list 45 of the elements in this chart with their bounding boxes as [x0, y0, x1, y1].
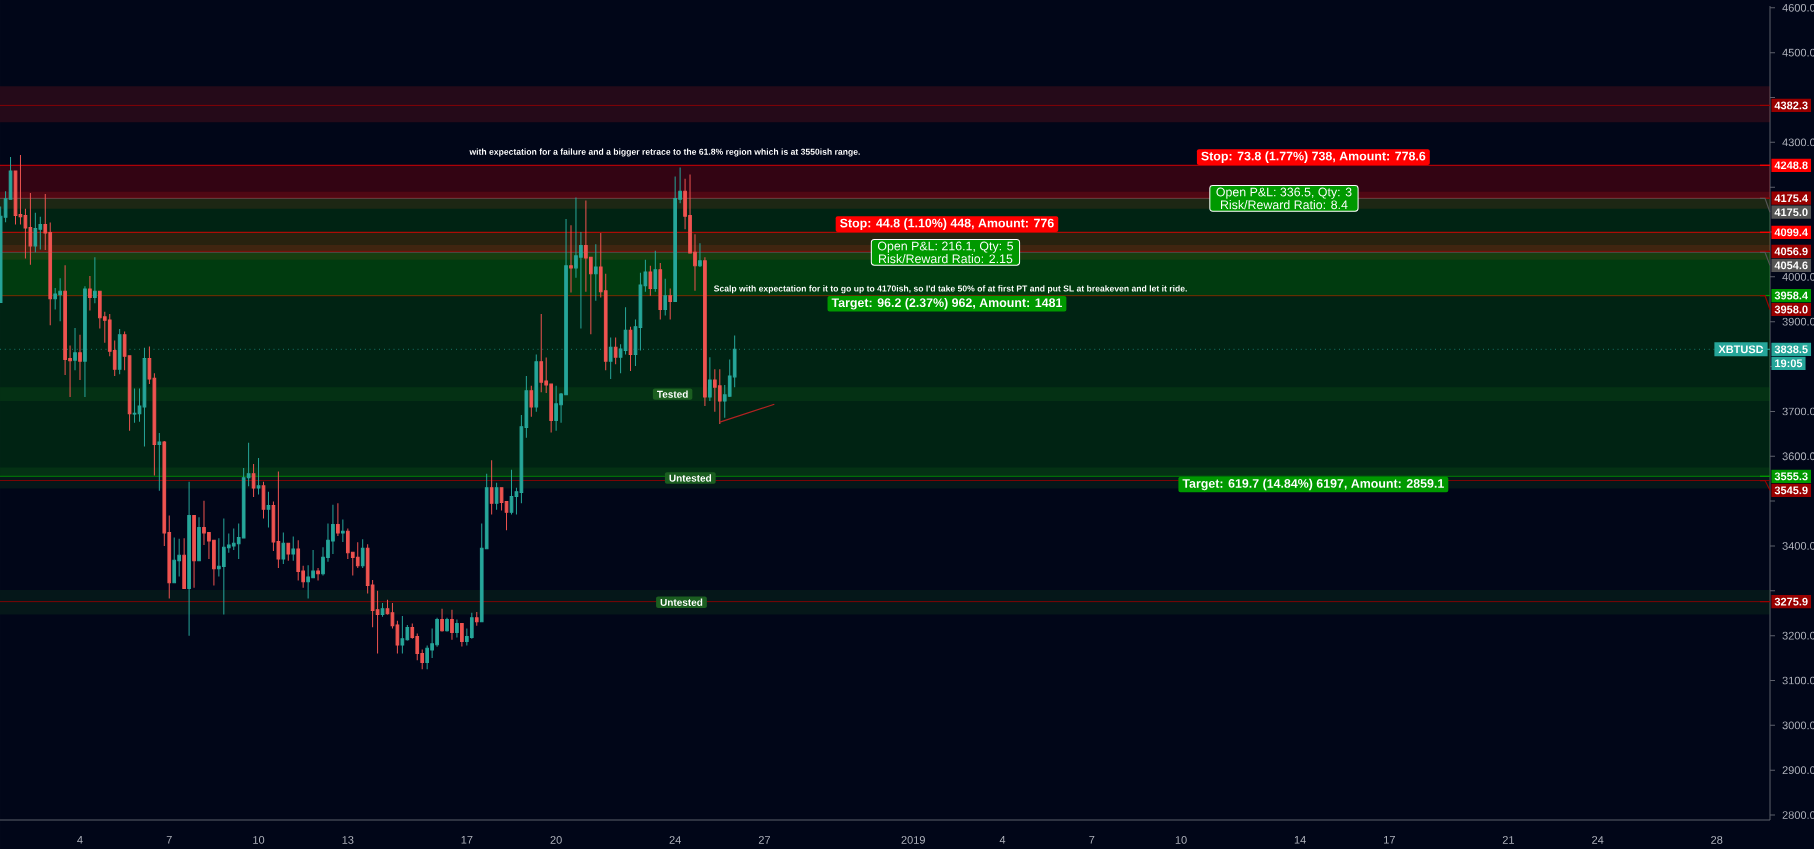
x-tick-label: 10 — [253, 836, 265, 844]
x-tick-label: 17 — [1384, 836, 1395, 844]
ref-line-label: 3555.3 — [1774, 472, 1808, 481]
text: XBTUSD — [1718, 345, 1764, 354]
x-tick-label: 7 — [1089, 836, 1095, 844]
x-tick-label: 27 — [758, 836, 771, 844]
band-label: Tested — [656, 390, 688, 398]
legend-label: 3958.0 — [1774, 305, 1808, 314]
ref-line-label: 4382.3 — [1774, 101, 1808, 110]
ref-line-label: 4248.8 — [1774, 161, 1808, 170]
x-tick-label: 10 — [1175, 836, 1187, 844]
annotation: Open P&L: 216.1, Qty: 5 — [877, 241, 1014, 253]
x-tick-label: 21 — [1502, 836, 1514, 844]
x-tick-label: 24 — [1592, 836, 1604, 844]
legend-label: 4175.0 — [1774, 208, 1808, 217]
x-tick-label: 20 — [550, 836, 562, 844]
band-label: Stop: 73.8 (1.77%) 738, Amount: 778.6 — [1201, 151, 1426, 163]
band-label: Stop: 44.8 (1.10%) 448, Amount: 776 — [840, 218, 1054, 230]
text: 19:05 — [1775, 359, 1803, 368]
ref-line-label: 3275.9 — [1774, 597, 1808, 606]
x-tick-label: 24 — [669, 836, 681, 844]
ref-line-label: 4056.9 — [1774, 247, 1808, 256]
band-label: Target: 619.7 (14.84%) 6197, Amount: 2859.1 — [1182, 478, 1444, 491]
ref-line-label: 3838.5 — [1774, 345, 1808, 354]
annotation: Risk/Reward Ratio: 2.15 — [879, 254, 1013, 264]
x-tick-label: 2019 — [901, 836, 925, 844]
x-tick-label: 4 — [999, 836, 1006, 844]
band-label: Target: 96.2 (2.37%) 962, Amount: 1481 — [831, 297, 1063, 310]
annotation: with expectation for a failure and a bigger retrace to the 61.8% region which is at 3550ish range. — [469, 148, 860, 157]
x-tick-label: 4 — [77, 836, 83, 844]
legend-label: 3545.9 — [1774, 486, 1808, 495]
x-tick-label: 28 — [1711, 836, 1723, 844]
x-tick-label: 14 — [1294, 836, 1306, 844]
x-tick-label: 13 — [342, 836, 354, 844]
band-label: Untested — [660, 598, 703, 606]
legend-label: 4054.6 — [1774, 261, 1808, 270]
x-tick-label: 17 — [461, 836, 473, 844]
annotation: Risk/Reward Ratio: 8.4 — [1220, 200, 1348, 210]
annotation: Scalp with expectation for it to go up to 4170ish, so I'd take 50% of at first PT and put SL at breakeven and let it ride. — [713, 285, 1187, 294]
x-tick-label: 7 — [166, 836, 172, 844]
ref-line-label: 4175.4 — [1774, 194, 1808, 203]
ref-line-label: 4099.4 — [1774, 228, 1808, 237]
annotation: Open P&L: 336.5, Qty: 3 — [1216, 187, 1352, 199]
band-label: Untested — [669, 474, 712, 482]
ref-line-label: 3958.4 — [1774, 291, 1808, 300]
